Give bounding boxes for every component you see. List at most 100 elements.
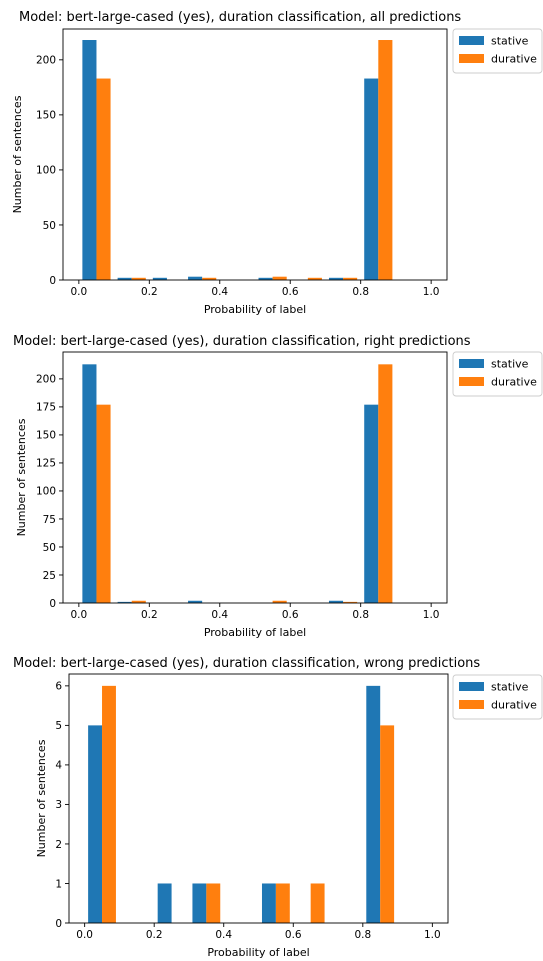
bar-stative-bin-3 [188,276,203,280]
x-tick-label: 1.0 [423,609,440,621]
legend-swatch-durative [459,54,484,63]
y-tick-label: 200 [36,374,56,386]
bar-stative-bin-2 [152,277,167,280]
bar-durative-bin-6 [310,883,325,923]
legend-swatch-stative [459,359,484,368]
y-tick-label: 150 [36,110,56,122]
y-axis-label: Number of sentences [15,418,28,536]
legend-swatch-stative [459,682,484,691]
y-axis-label: Number of sentences [11,95,24,213]
y-tick-label: 3 [55,799,62,811]
x-tick-label: 0.4 [211,609,228,621]
bar-stative-bin-1 [117,601,132,603]
bar-stative-bin-5 [261,883,276,923]
bar-durative-bin-8 [378,40,393,281]
x-axis-label: Probability of label [207,946,309,959]
bar-durative-bin-5 [275,883,290,923]
legend-swatch-durative [459,700,484,709]
x-tick-label: 0.2 [141,286,158,298]
legend-label-stative: stative [491,358,529,371]
bar-stative-bin-3 [188,600,203,603]
y-tick-label: 100 [36,486,56,498]
legend-label-durative: durative [491,53,537,66]
histogram-wrong-predictions: Model: bert-large-cased (yes), duration … [13,656,543,959]
x-tick-label: 1.0 [423,286,440,298]
bar-durative-bin-3 [206,883,221,923]
plot-frame [62,351,448,604]
bar-stative-bin-0 [82,40,97,281]
legend-label-stative: stative [491,681,529,694]
bar-durative-bin-1 [131,600,146,603]
x-tick-label: 0.2 [146,929,163,941]
bar-durative-bin-0 [96,78,111,280]
bar-stative-bin-0 [82,364,97,603]
x-tick-label: 0.0 [76,929,93,941]
y-tick-label: 5 [55,720,62,732]
legend-label-durative: durative [491,699,537,712]
y-tick-label: 0 [49,598,56,610]
plot-frame [68,673,449,924]
legend-label-stative: stative [491,35,529,48]
y-tick-label: 1 [55,878,62,890]
x-tick-label: 0.8 [354,929,371,941]
x-tick-label: 0.8 [352,286,369,298]
y-tick-label: 75 [43,514,56,526]
bar-stative-bin-1 [117,277,132,280]
histogram-all-predictions: Model: bert-large-cased (yes), duration … [11,10,543,316]
x-tick-label: 0.8 [352,609,369,621]
histogram-right-predictions: Model: bert-large-cased (yes), duration … [13,334,543,639]
bar-stative-bin-8 [366,685,381,923]
bar-stative-bin-8 [364,404,379,603]
bar-stative-bin-2 [157,883,172,923]
bar-stative-bin-5 [258,277,273,280]
x-axis-label: Probability of label [204,626,306,639]
y-tick-label: 0 [55,918,62,930]
y-tick-label: 100 [36,165,56,177]
bar-durative-bin-5 [272,276,287,280]
x-tick-label: 0.0 [71,609,88,621]
legend-swatch-stative [459,36,484,45]
bar-durative-bin-3 [202,277,217,280]
chart-title: Model: bert-large-cased (yes), duration … [19,10,461,25]
y-tick-label: 50 [43,542,56,554]
bar-durative-bin-6 [307,277,322,280]
bar-durative-bin-7 [343,601,358,603]
bar-stative-bin-0 [88,725,103,923]
bar-durative-bin-7 [343,277,358,280]
y-tick-label: 0 [49,275,56,287]
bar-durative-bin-1 [131,277,146,280]
bar-stative-bin-3 [192,883,207,923]
y-tick-label: 6 [55,681,62,693]
x-tick-label: 0.6 [282,286,299,298]
y-tick-label: 200 [36,55,56,67]
x-tick-label: 0.2 [141,609,158,621]
y-tick-label: 150 [36,430,56,442]
plot-frame [62,28,448,281]
bar-stative-bin-8 [364,78,379,280]
chart-title: Model: bert-large-cased (yes), duration … [13,334,471,349]
legend-swatch-durative [459,377,484,386]
bar-durative-bin-8 [378,364,393,603]
x-tick-label: 1.0 [424,929,441,941]
x-tick-label: 0.6 [282,609,299,621]
chart-title: Model: bert-large-cased (yes), duration … [13,656,480,671]
y-tick-label: 125 [36,458,56,470]
y-tick-label: 2 [55,839,62,851]
bar-durative-bin-8 [380,725,395,923]
y-tick-label: 175 [36,402,56,414]
x-tick-label: 0.0 [71,286,88,298]
x-axis-label: Probability of label [204,303,306,316]
bar-durative-bin-5 [272,600,287,603]
bar-durative-bin-0 [96,404,111,603]
x-tick-label: 0.4 [215,929,232,941]
legend-label-durative: durative [491,376,537,389]
bar-stative-bin-7 [328,277,344,280]
y-tick-label: 50 [43,220,56,232]
y-axis-label: Number of sentences [35,739,48,857]
y-tick-label: 25 [43,570,56,582]
x-tick-label: 0.6 [285,929,302,941]
x-tick-label: 0.4 [211,286,228,298]
y-tick-label: 4 [55,760,62,772]
bar-stative-bin-7 [328,600,344,603]
bar-durative-bin-0 [102,685,116,923]
